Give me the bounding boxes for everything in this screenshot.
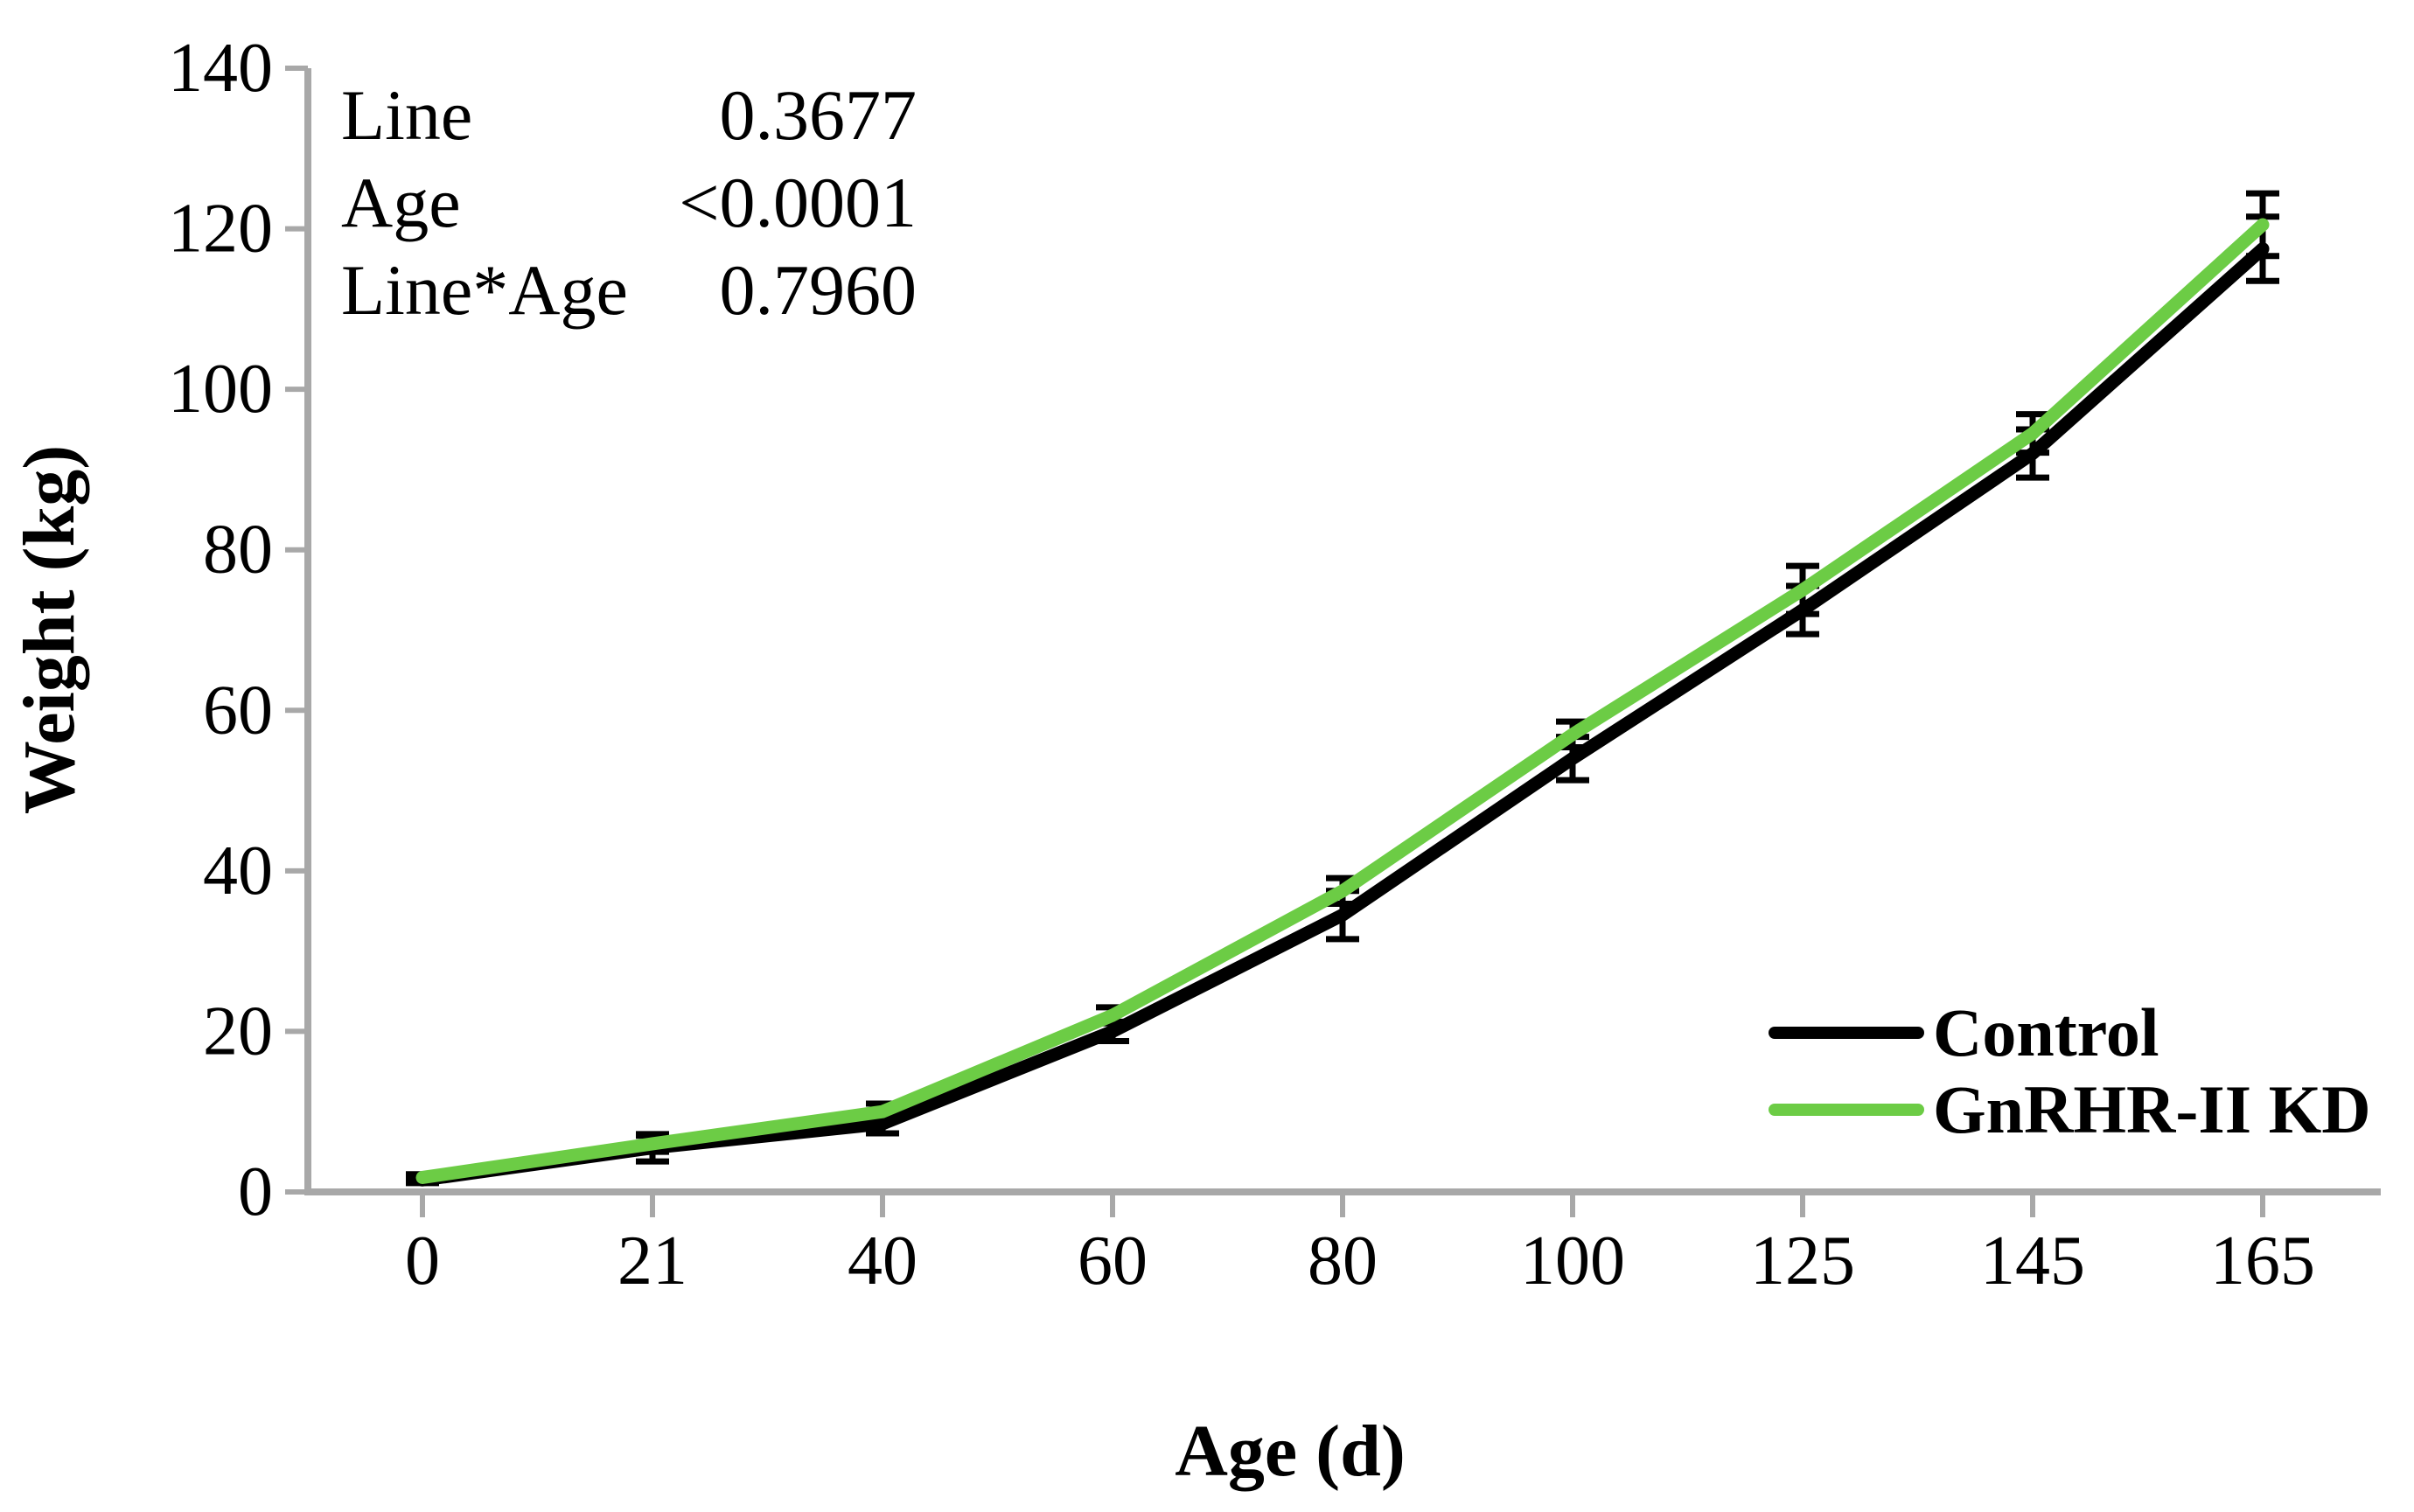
legend-label: GnRHR-II KD <box>1933 1071 2371 1147</box>
stats-label: Age <box>341 163 461 242</box>
y-tick-label: 60 <box>203 672 273 749</box>
x-tick-label: 0 <box>405 1223 440 1299</box>
x-tick-label: 100 <box>1520 1223 1625 1299</box>
stats-row-age: Age <0.0001 <box>341 159 917 247</box>
y-tick-label: 40 <box>203 833 273 909</box>
series-line-gnrhr-ii-kd <box>415 218 2270 1184</box>
y-tick-label: 100 <box>168 351 273 428</box>
legend-item-gnrhr-ii-kd: GnRHR-II KD <box>1769 1071 2371 1148</box>
stats-row-line: Line 0.3677 <box>341 72 917 159</box>
y-tick-label: 80 <box>203 512 273 589</box>
stats-row-line-age: Line*Age 0.7960 <box>341 247 917 334</box>
x-axis-title: Age (d) <box>1175 1411 1406 1492</box>
x-tick-label: 21 <box>617 1223 687 1299</box>
y-tick-label: 140 <box>168 30 273 107</box>
stats-label: Line*Age <box>341 250 628 330</box>
stats-label: Line <box>341 75 473 155</box>
stats-value: <0.0001 <box>679 163 917 242</box>
legend-item-control: Control <box>1769 994 2371 1071</box>
stats-annotation: Line 0.3677 Age <0.0001 Line*Age 0.7960 <box>341 72 917 334</box>
y-tick-label: 120 <box>168 191 273 268</box>
x-tick-label: 80 <box>1308 1223 1378 1299</box>
y-tick-label: 0 <box>238 1153 273 1230</box>
y-axis-title: Weight (kg) <box>9 444 90 815</box>
stats-value: 0.7960 <box>719 250 917 330</box>
x-tick-label: 165 <box>2210 1223 2315 1299</box>
stats-value: 0.3677 <box>719 75 917 155</box>
legend: Control GnRHR-II KD <box>1769 994 2371 1148</box>
x-tick-label: 60 <box>1078 1223 1148 1299</box>
x-tick-label: 40 <box>848 1223 917 1299</box>
x-tick-label: 145 <box>1980 1223 2085 1299</box>
x-tick-label: 125 <box>1750 1223 1855 1299</box>
control-line-swatch <box>1769 1027 1924 1039</box>
gnrhr-ii-kd-line-swatch <box>1769 1104 1924 1116</box>
legend-label: Control <box>1933 994 2159 1070</box>
y-tick-label: 20 <box>203 993 273 1070</box>
series-line-control <box>415 242 2270 1187</box>
